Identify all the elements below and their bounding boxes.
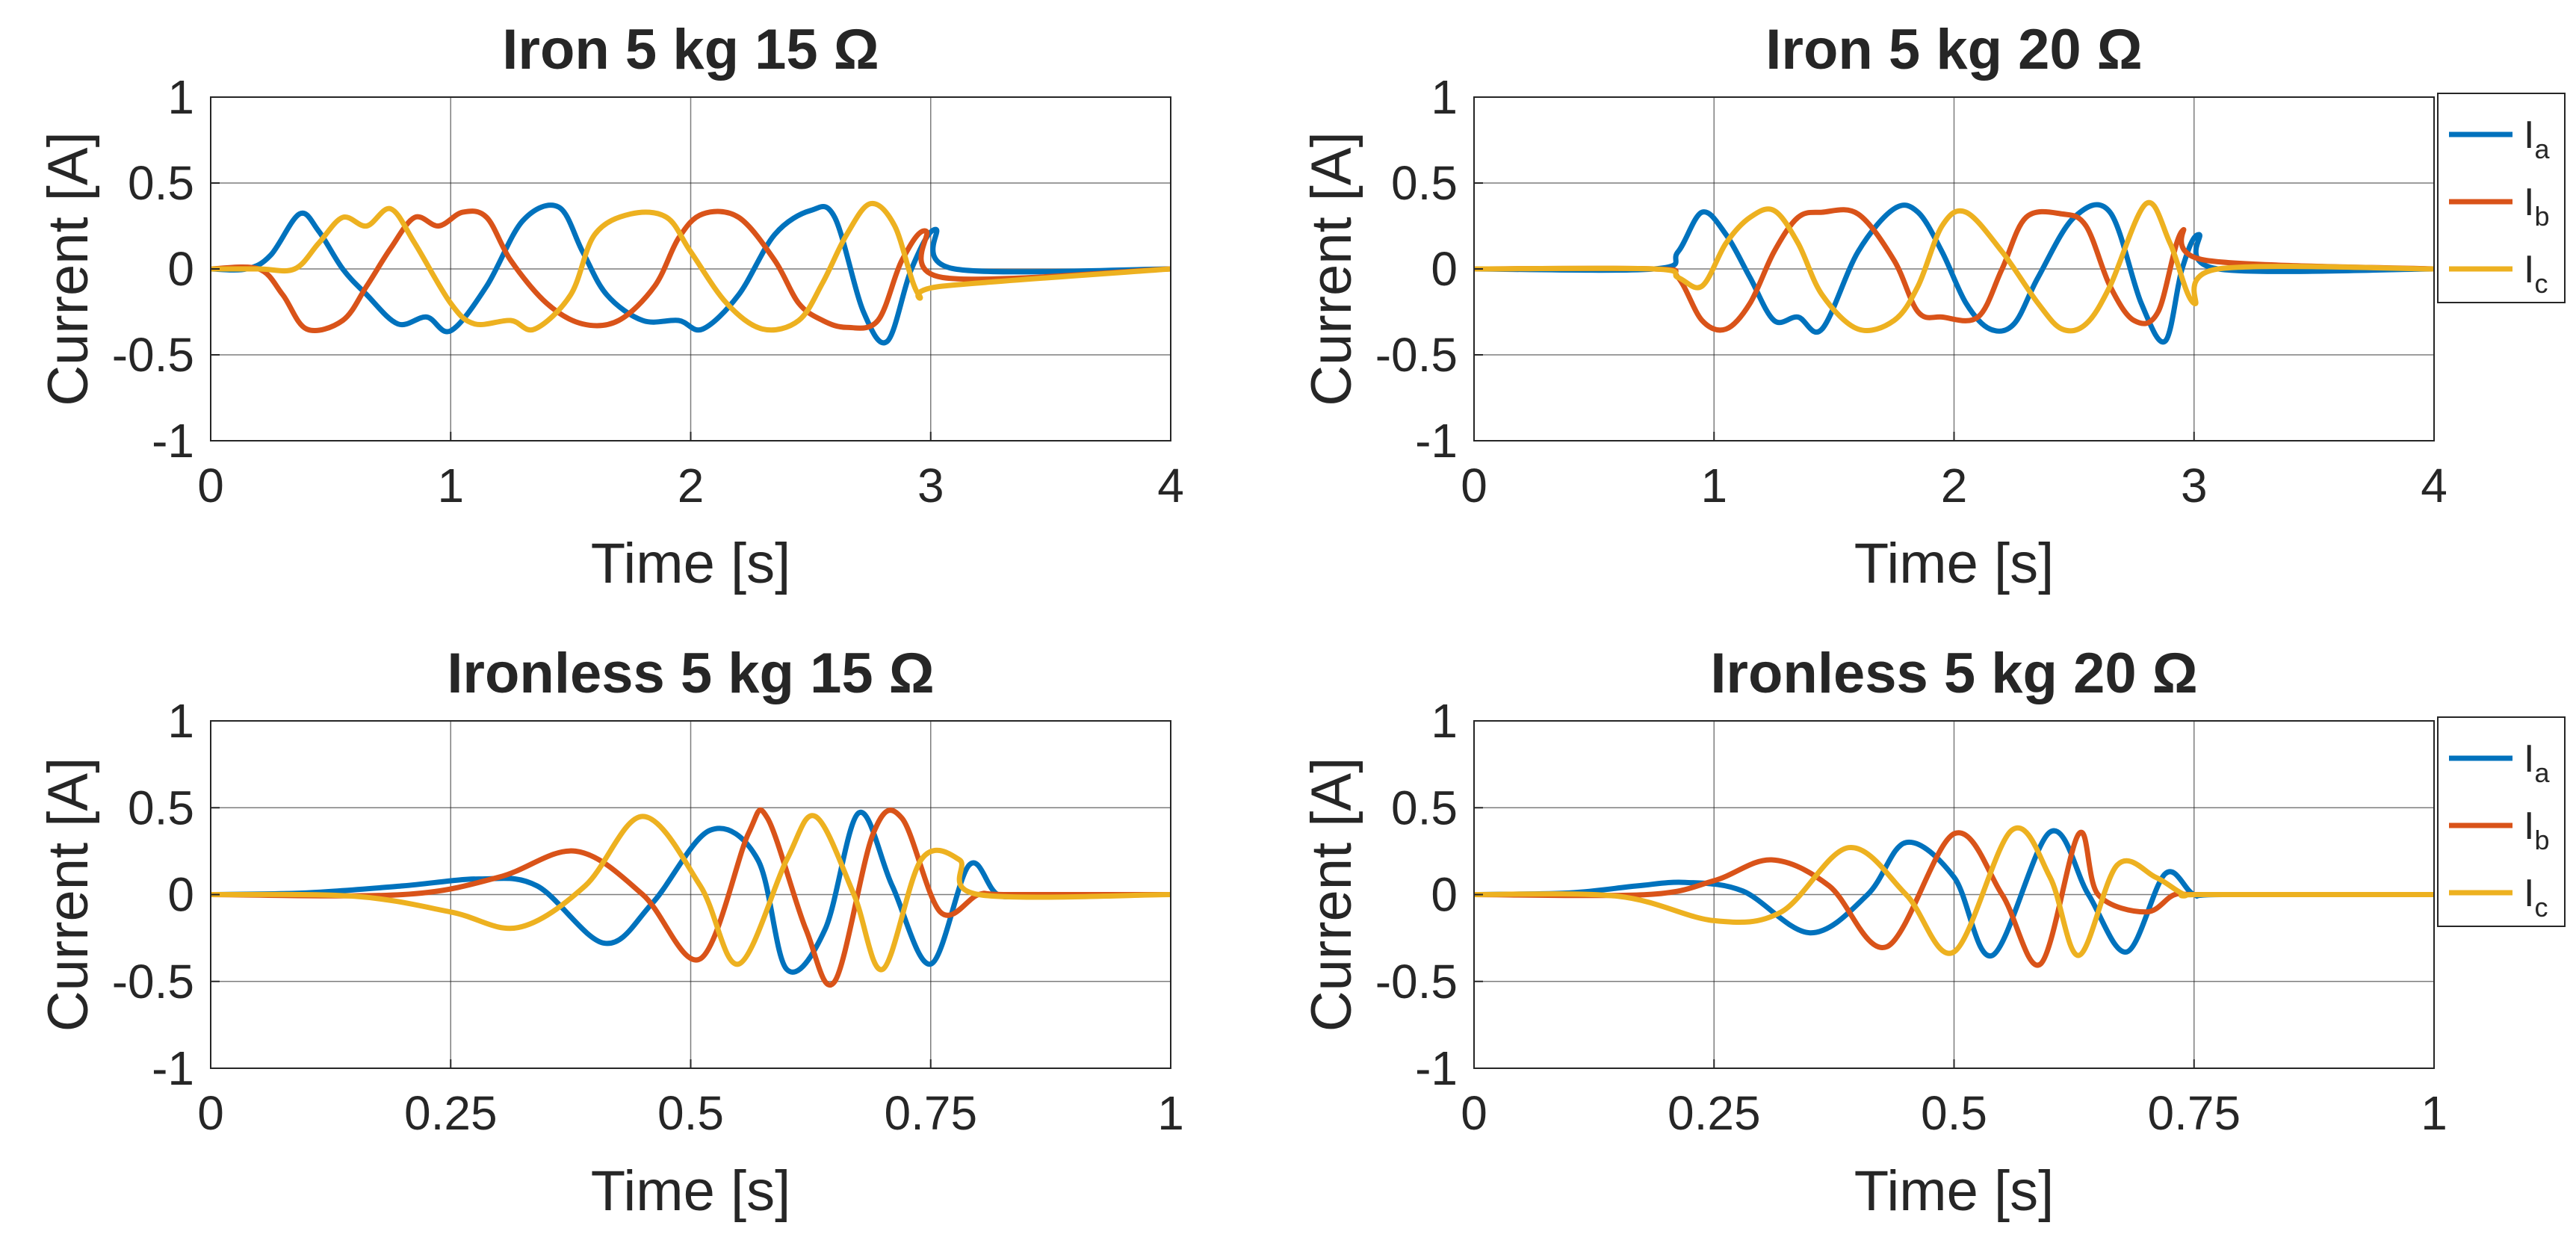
chart2-series-line-ib	[1474, 207, 2434, 333]
chart4-x-tick-label-1: 0.25	[1668, 1086, 1761, 1140]
chart1-y-axis-label: Current [A]	[37, 131, 100, 406]
chart4-x-tick-label-2: 0.5	[1921, 1086, 1987, 1140]
chart2-legend: Ia Ib Ic	[2437, 93, 2566, 303]
chart4-y-axis-label: Current [A]	[1300, 757, 1363, 1032]
chart4-y-tick-label-0: 1	[1431, 694, 1458, 748]
chart1-y-tick-label-1: 0.5	[128, 156, 194, 210]
chart2-series-line-ia	[1474, 202, 2434, 345]
chart3-x-tick-label-0: 0	[197, 1086, 224, 1140]
chart4-legend: Ia Ib Ic	[2437, 716, 2566, 927]
chart2-y-tick-label-0: 1	[1431, 70, 1458, 124]
chart-panel-4: 0 0.25 0.5 0.75 1 1 0.5 0 -0.5 -1 Ironless 5 kg 20…	[1300, 642, 2566, 1223]
chart1-x-tick-label-4: 4	[1157, 459, 1184, 512]
chart4-title: Ironless 5 kg 20 Ω	[1710, 642, 2197, 705]
chart1-series-line-ia	[211, 202, 1171, 346]
chart1-y-tick-label-4: -1	[152, 414, 194, 468]
chart2-y-axis-label: Current [A]	[1300, 131, 1363, 406]
chart4-legend-label-ic: Ic	[2524, 872, 2548, 923]
chart2-x-tick-label-4: 4	[2421, 459, 2447, 512]
chart3-y-tick-label-3: -0.5	[112, 955, 194, 1008]
chart1-x-axis-label: Time [s]	[591, 532, 790, 595]
chart2-x-tick-label-2: 2	[1941, 459, 1968, 512]
chart3-y-axis-label: Current [A]	[37, 757, 100, 1032]
chart1-x-tick-label-1: 1	[437, 459, 464, 512]
chart2-y-tick-label-3: -0.5	[1375, 328, 1458, 382]
chart2-legend-label-ia: Ia	[2524, 114, 2550, 164]
chart4-legend-label-ib: Ib	[2524, 805, 2549, 855]
chart2-y-tick-label-2: 0	[1431, 242, 1458, 296]
chart3-y-tick-label-2: 0	[167, 868, 194, 922]
chart-panel-1: 0 1 2 3 4 1 0.5 0 -0.5 -1 Iron 5 kg 15 Ω Time [s] Cu…	[37, 18, 1184, 595]
chart3-x-axis-label: Time [s]	[591, 1159, 790, 1223]
chart3-x-tick-label-1: 0.25	[404, 1086, 498, 1140]
chart3-x-tick-label-4: 1	[1157, 1086, 1184, 1140]
chart4-x-axis-label: Time [s]	[1854, 1159, 2054, 1223]
chart4-x-tick-label-3: 0.75	[2147, 1086, 2241, 1140]
chart2-x-tick-label-1: 1	[1700, 459, 1727, 512]
charts-layer: 0 1 2 3 4 1 0.5 0 -0.5 -1 Iron 5 kg 15 Ω Time [s] Cu…	[37, 18, 2566, 1223]
chart2-legend-label-ic: Ic	[2524, 248, 2548, 299]
chart1-title: Iron 5 kg 15 Ω	[502, 18, 879, 81]
chart1-y-tick-label-0: 1	[167, 70, 194, 124]
chart1-y-tick-label-3: -0.5	[112, 328, 194, 382]
chart4-y-tick-label-2: 0	[1431, 868, 1458, 922]
chart-panel-2: 0 1 2 3 4 1 0.5 0 -0.5 -1 Iron 5 kg 20 Ω Time [s] Cu…	[1300, 18, 2566, 595]
chart2-y-tick-label-4: -1	[1415, 414, 1458, 468]
chart4-series-line-ib	[1474, 829, 2434, 968]
chart2-y-tick-label-1: 0.5	[1391, 156, 1458, 210]
chart4-y-tick-label-3: -0.5	[1375, 955, 1458, 1008]
chart1-y-tick-label-2: 0	[167, 242, 194, 296]
chart3-y-tick-label-4: -1	[152, 1041, 194, 1095]
chart3-x-tick-label-2: 0.5	[657, 1086, 724, 1140]
chart2-title: Iron 5 kg 20 Ω	[1765, 18, 2142, 81]
chart4-x-tick-label-4: 1	[2421, 1086, 2447, 1140]
chart3-y-tick-label-0: 1	[167, 694, 194, 748]
chart3-x-tick-label-3: 0.75	[884, 1086, 977, 1140]
chart-panel-3: 0 0.25 0.5 0.75 1 1 0.5 0 -0.5 -1 Ironless 5 kg 15…	[37, 642, 1184, 1223]
chart4-legend-label-ia: Ia	[2524, 737, 2550, 788]
chart3-y-tick-label-1: 0.5	[128, 781, 194, 834]
chart3-title: Ironless 5 kg 15 Ω	[447, 642, 934, 705]
chart4-series-line-ic	[1474, 825, 2434, 958]
chart4-series-line-ia	[1474, 828, 2434, 959]
chart2-x-tick-label-0: 0	[1461, 459, 1487, 512]
chart1-x-tick-label-3: 3	[917, 459, 944, 512]
chart1-x-tick-label-2: 2	[678, 459, 705, 512]
chart1-x-tick-label-0: 0	[197, 459, 224, 512]
chart1-series-group	[211, 201, 1171, 346]
chart4-x-tick-label-0: 0	[1461, 1086, 1487, 1140]
chart4-y-tick-label-1: 0.5	[1391, 781, 1458, 834]
chart4-y-tick-label-4: -1	[1415, 1041, 1458, 1095]
chart3-series-line-ia	[211, 809, 1171, 975]
chart2-series-line-ic	[1474, 199, 2434, 334]
chart2-legend-label-ib: Ib	[2524, 181, 2549, 232]
chart2-x-tick-label-3: 3	[2181, 459, 2208, 512]
chart1-series-line-ic	[211, 201, 1171, 333]
chart4-series-group	[1474, 825, 2434, 968]
chart3-series-line-ic	[211, 813, 1171, 973]
chart1-series-line-ib	[211, 208, 1171, 333]
chart3-series-line-ib	[211, 807, 1171, 988]
chart3-series-group	[211, 807, 1171, 988]
chart2-x-axis-label: Time [s]	[1854, 532, 2054, 595]
chart2-series-group	[1474, 199, 2434, 345]
